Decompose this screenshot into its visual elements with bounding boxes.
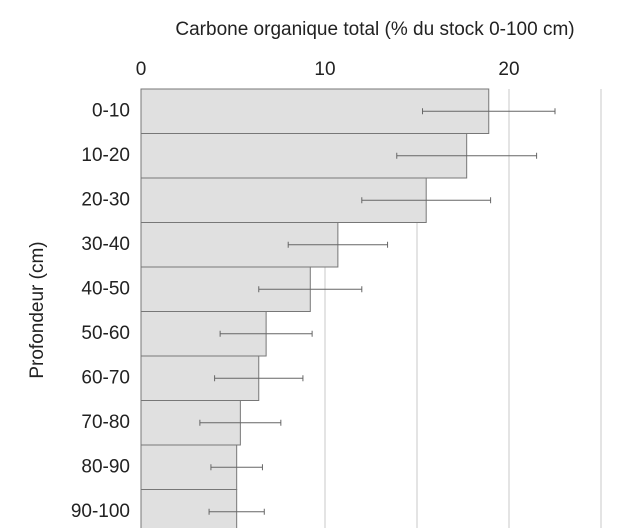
y-tick-label: 30-40	[81, 234, 130, 255]
y-tick-label: 70-80	[81, 412, 130, 433]
y-tick-label: 50-60	[81, 323, 130, 344]
y-tick-label: 60-70	[81, 367, 130, 388]
y-tick-label: 90-100	[71, 501, 130, 522]
x-tick-label: 0	[136, 59, 147, 80]
y-tick-label: 80-90	[81, 456, 130, 477]
x-tick-label: 20	[498, 59, 519, 80]
chart-title: Carbone organique total (% du stock 0-10…	[175, 19, 574, 40]
x-tick-label: 10	[314, 59, 335, 80]
y-tick-label: 40-50	[81, 278, 130, 299]
y-tick-label: 10-20	[81, 145, 130, 166]
bar	[140, 489, 238, 528]
y-tick-label: 0-10	[92, 100, 130, 121]
y-axis-label: Profondeur (cm)	[27, 241, 48, 378]
y-tick-label: 20-30	[81, 189, 130, 210]
